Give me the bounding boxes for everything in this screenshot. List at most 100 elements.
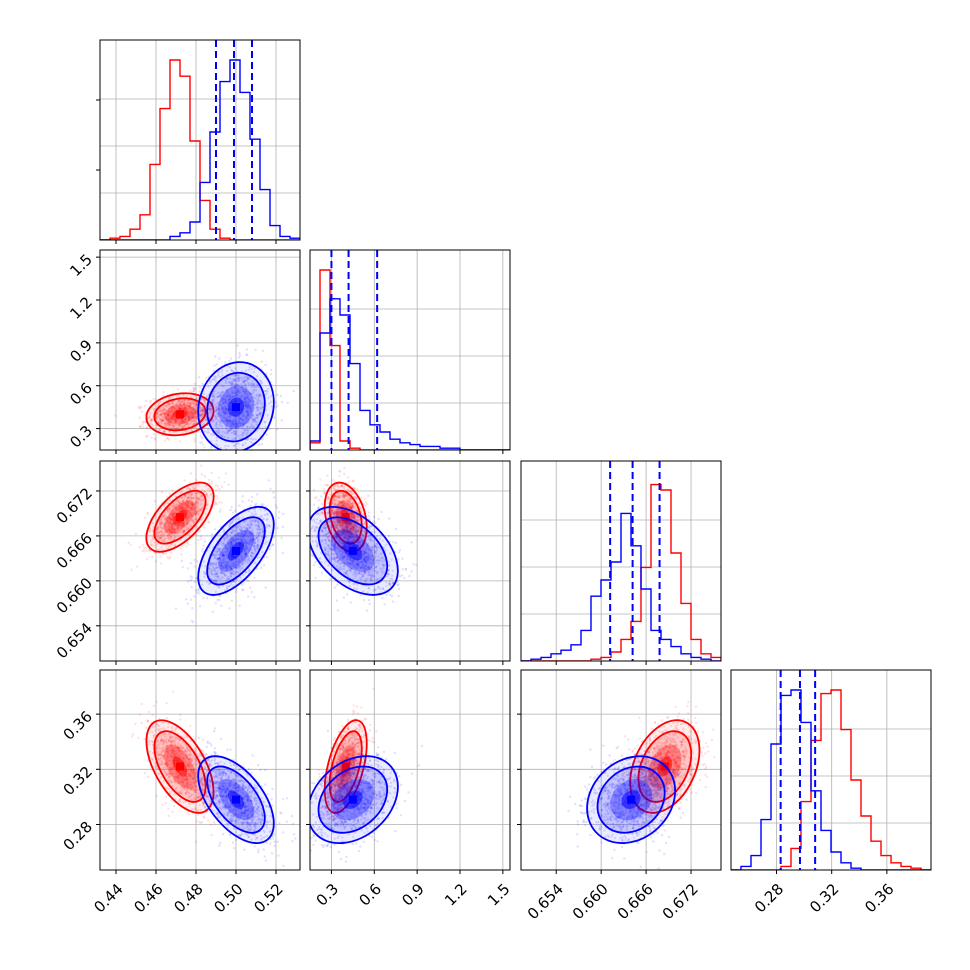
scatter-point (229, 421, 232, 425)
scatter-point (180, 400, 183, 403)
scatter-point (186, 405, 189, 408)
scatter-point (197, 513, 200, 516)
scatter-point (165, 525, 168, 529)
scatter-point (180, 425, 184, 428)
scatter-point (246, 429, 250, 432)
scatter-point (250, 382, 253, 386)
scatter-point (151, 555, 154, 559)
scatter-point (240, 370, 244, 373)
scatter-point (230, 451, 232, 453)
scatter-point (192, 417, 195, 420)
scatter-point (201, 506, 204, 509)
scatter-point (188, 402, 192, 406)
scatter-point (194, 517, 198, 520)
scatter-point (175, 427, 179, 430)
scatter-point (218, 424, 221, 427)
scatter-point (170, 509, 174, 513)
scatter-point (242, 381, 245, 385)
scatter-point (238, 604, 241, 607)
scatter-point (170, 526, 173, 529)
scatter-point (259, 566, 263, 570)
scatter-point (160, 409, 163, 412)
scatter-point (161, 418, 164, 421)
scatter-point (195, 411, 198, 414)
scatter-point (143, 549, 146, 552)
scatter-point (253, 418, 256, 421)
scatter-point (179, 405, 182, 408)
scatter-point (173, 513, 177, 516)
scatter-point (192, 407, 195, 410)
scatter-point (178, 405, 182, 409)
scatter-point (150, 418, 153, 421)
scatter-point (243, 397, 246, 401)
scatter-point (175, 423, 178, 427)
scatter-point (233, 444, 236, 447)
scatter-point (221, 374, 224, 377)
scatter-point (237, 415, 240, 419)
scatter-point (186, 516, 189, 519)
scatter-point (186, 507, 189, 510)
scatter-point (194, 518, 197, 521)
scatter-point (180, 418, 184, 422)
scatter-point (193, 507, 196, 510)
scatter-point (210, 405, 213, 408)
scatter-point (245, 406, 249, 410)
scatter-point (244, 383, 247, 386)
scatter-point (226, 394, 229, 397)
scatter-point (272, 496, 276, 499)
scatter-point (217, 375, 220, 378)
scatter-point (160, 413, 163, 416)
scatter-point (174, 529, 177, 533)
scatter-point (167, 521, 170, 524)
scatter-point (184, 496, 187, 499)
scatter-point (173, 507, 176, 510)
scatter-point (256, 406, 259, 409)
scatter-point (170, 407, 173, 410)
scatter-point (205, 494, 208, 497)
scatter-point (183, 524, 186, 527)
scatter-point (214, 602, 217, 605)
scatter-point (228, 366, 231, 369)
scatter-point (221, 391, 225, 394)
scatter-point (187, 515, 191, 519)
scatter-point (167, 422, 171, 425)
scatter-point (153, 541, 156, 544)
scatter-point (193, 487, 196, 490)
scatter-point (223, 397, 226, 401)
scatter-point (355, 488, 359, 491)
scatter-point (181, 419, 184, 422)
scatter-point (183, 520, 186, 524)
scatter-point (305, 509, 307, 511)
scatter-point (215, 408, 219, 411)
scatter-point (158, 415, 161, 418)
scatter-point (225, 429, 229, 432)
scatter-point (214, 502, 217, 505)
scatter-point (211, 407, 214, 410)
scatter-point (243, 422, 247, 425)
scatter-point (218, 433, 221, 436)
scatter-point (190, 412, 194, 415)
scatter-point (230, 425, 234, 428)
scatter-point (181, 506, 184, 509)
scatter-point (193, 512, 196, 516)
scatter-point (235, 423, 239, 426)
scatter-point (184, 545, 188, 548)
scatter-point (216, 430, 219, 433)
scatter-point (145, 557, 149, 561)
scatter-point (255, 413, 259, 417)
scatter-point (181, 524, 185, 527)
scatter-point (167, 528, 171, 532)
scatter-point (184, 422, 187, 425)
scatter-point (247, 368, 251, 371)
scatter-point (226, 388, 229, 391)
scatter-point (165, 547, 169, 550)
gridlines (310, 250, 510, 450)
scatter-point (209, 410, 212, 414)
histogram-blue-0 (100, 59, 300, 240)
scatter-point (231, 423, 235, 426)
scatter-point (197, 504, 200, 507)
scatter-point (195, 511, 199, 514)
scatter-point (176, 508, 179, 512)
scatter-point (183, 529, 186, 532)
